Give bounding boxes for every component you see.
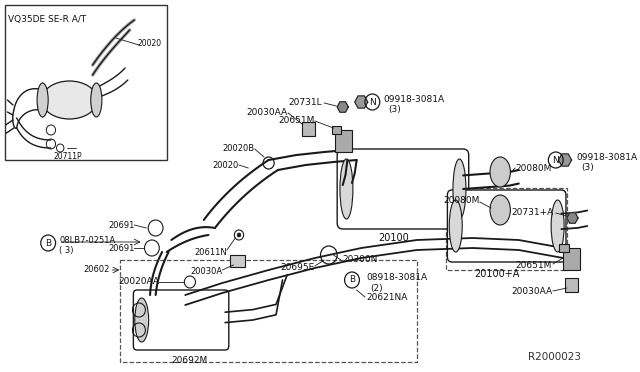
Ellipse shape [91,83,102,117]
Text: 20300N: 20300N [343,256,378,264]
Polygon shape [337,102,348,112]
Ellipse shape [340,159,353,219]
Bar [559,244,569,252]
Ellipse shape [490,195,510,225]
Ellipse shape [42,81,97,119]
Text: N: N [552,155,559,164]
Text: 20651M: 20651M [278,115,315,125]
Text: 20691: 20691 [108,221,134,230]
Text: B: B [349,276,355,285]
Bar [4,5,167,160]
FancyBboxPatch shape [447,190,566,262]
Text: 20100: 20100 [378,233,409,243]
Text: 20691: 20691 [108,244,134,253]
Bar [302,122,315,136]
FancyBboxPatch shape [337,149,468,229]
Text: R2000023: R2000023 [528,352,581,362]
Ellipse shape [453,159,466,219]
Text: 20711P: 20711P [54,152,83,161]
Text: 20080M: 20080M [444,196,480,205]
FancyBboxPatch shape [133,290,228,350]
Text: 20080M: 20080M [515,164,552,173]
Polygon shape [355,96,368,108]
Ellipse shape [135,298,148,342]
Text: (2): (2) [371,283,383,292]
Polygon shape [567,213,578,223]
Text: N: N [369,97,376,106]
Text: 20030AA: 20030AA [511,288,552,296]
Text: 20621NA: 20621NA [366,294,407,302]
Text: (3): (3) [580,163,593,171]
Bar [447,188,567,270]
Ellipse shape [449,200,462,252]
Ellipse shape [37,83,48,117]
Text: 20020: 20020 [212,160,239,170]
Text: 08LB7-0251A: 08LB7-0251A [60,235,116,244]
Text: 20030A: 20030A [190,267,222,276]
Bar [335,130,352,152]
Ellipse shape [551,200,564,252]
Text: 09918-3081A: 09918-3081A [576,153,637,161]
Bar [565,278,578,292]
Text: 20020AA: 20020AA [118,278,159,286]
Bar [230,255,244,267]
Text: 20020B: 20020B [223,144,255,153]
Text: ( 3): ( 3) [60,246,74,254]
Text: 20020: 20020 [137,38,161,48]
Text: 20602: 20602 [83,266,109,275]
Bar [563,248,580,270]
Ellipse shape [490,157,510,187]
Text: 09918-3081A: 09918-3081A [383,94,445,103]
Text: 20651M: 20651M [516,260,552,269]
Text: VQ35DE SE-R A/T: VQ35DE SE-R A/T [8,15,86,24]
Text: 20731+A: 20731+A [511,208,554,217]
Text: 20692M: 20692M [172,356,208,365]
Bar [332,126,341,134]
Text: B: B [45,238,51,247]
Text: 08918-3081A: 08918-3081A [366,273,427,282]
Text: (3): (3) [388,105,401,113]
Text: 20100+A: 20100+A [475,269,520,279]
Bar [120,260,417,362]
Circle shape [237,233,241,237]
Text: 20030AA: 20030AA [246,108,287,116]
Polygon shape [559,154,572,166]
Text: 20611N: 20611N [194,247,227,257]
Text: 20695E: 20695E [281,263,315,273]
Text: 20731L: 20731L [289,97,323,106]
